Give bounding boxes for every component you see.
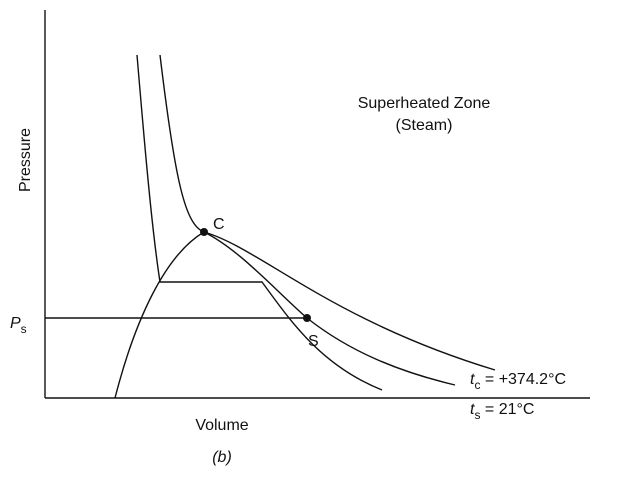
symbol: t [470,371,475,388]
zone-label: Superheated Zone [358,95,491,112]
point-label: S [308,333,319,350]
saturation-point [303,314,311,322]
subscript: c [474,378,480,392]
isotherm-label: ts = 21°C [470,401,534,422]
value: = 21°C [480,401,534,418]
symbol: t [470,401,475,418]
zone-label: (Steam) [396,117,453,134]
saturation-dome [114,231,456,399]
x-axis-label: Volume [195,417,248,434]
pressure-label: Ps [10,315,27,336]
y-axis-label: Pressure [17,128,34,192]
symbol: P [10,315,21,332]
caption: (b) [212,449,232,466]
isotherm-label: tc = +374.2°C [470,371,566,392]
point-label: C [213,216,225,233]
saturated-isotherm [136,54,383,391]
subscript: s [21,322,27,336]
critical-isotherm [159,54,496,371]
value: = +374.2°C [480,371,566,388]
critical-point [200,228,208,236]
subscript: s [474,408,480,422]
